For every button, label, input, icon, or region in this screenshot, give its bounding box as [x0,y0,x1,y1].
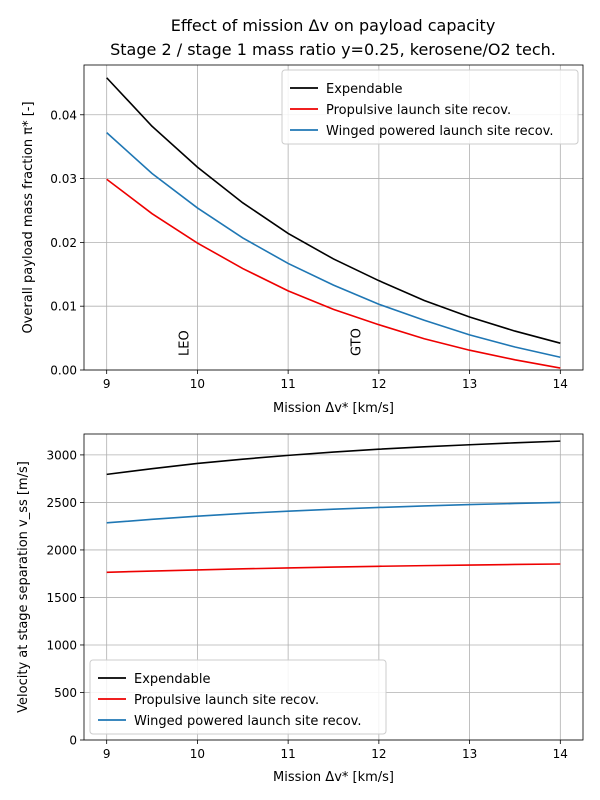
x-tick-label: 10 [190,377,205,391]
legend: Expendable Propulsive launch site recov. W… [281,69,579,145]
y-tick-label: 1500 [46,591,77,605]
legend-entry: Winged powered launch site recov. [326,124,554,139]
x-axis-label: Mission Δv* [km/s] [273,401,394,416]
legend-entry: Winged powered launch site recov. [134,714,362,729]
x-tick-label: 9 [103,377,111,391]
y-tick-label: 0.01 [50,300,77,314]
series-line-2 [106,501,561,524]
y-tick-label: 0.03 [50,172,77,186]
annotation-label: GTO [350,328,365,356]
figure-title-line2: Stage 2 / stage 1 mass ratio y=0.25, ker… [110,40,556,59]
y-tick-label: 500 [54,686,77,700]
series-line-0 [106,77,561,344]
legend-box [281,69,579,145]
axes-frame [83,64,584,371]
legend-entry: Propulsive launch site recov. [134,693,319,708]
y-tick-label: 2000 [46,543,77,557]
annotation-label: LEO [177,330,192,356]
series-line-0 [106,440,561,476]
legend: Expendable Propulsive launch site recov. W… [89,659,387,735]
stage-separation-velocity-chart: 9 10 11 12 13 14 0 500 1000 1500 2000 2500 3000 Missi… [16,433,584,785]
legend-entry: Expendable [134,672,210,687]
series-line-1 [106,178,561,369]
x-tick-label: 9 [103,747,111,761]
figure-title-line1: Effect of mission Δv on payload capacity [171,16,496,35]
x-tick-label: 13 [462,747,477,761]
x-tick-label: 10 [190,747,205,761]
y-axis-label: Velocity at stage separation v_ss [m/s] [16,461,31,713]
y-tick-label: 0.02 [50,236,77,250]
y-tick-label: 1000 [46,638,77,652]
x-tick-label: 11 [280,377,295,391]
legend-box [89,659,387,735]
series-line-1 [106,563,561,574]
y-tick-label: 0.04 [50,108,77,122]
x-axis-label: Mission Δv* [km/s] [273,770,394,785]
payload-fraction-chart: LEO GTO 9 10 11 12 13 14 0.00 0.01 0.02 0.03 0.04 Mis… [21,64,584,416]
x-tick-label: 12 [371,377,386,391]
x-tick-label: 14 [553,377,568,391]
y-tick-label: 0 [69,734,77,748]
x-tick-label: 12 [371,747,386,761]
y-tick-label: 3000 [46,448,77,462]
x-tick-label: 11 [280,747,295,761]
series-line-2 [106,132,561,359]
axes-frame [83,433,584,741]
y-tick-label: 0.00 [50,364,77,378]
legend-entry: Propulsive launch site recov. [326,103,511,118]
legend-entry: Expendable [326,82,402,97]
x-tick-label: 13 [462,377,477,391]
y-axis-label: Overall payload mass fraction π* [-] [21,101,36,333]
y-tick-label: 2500 [46,496,77,510]
x-tick-label: 14 [553,747,568,761]
